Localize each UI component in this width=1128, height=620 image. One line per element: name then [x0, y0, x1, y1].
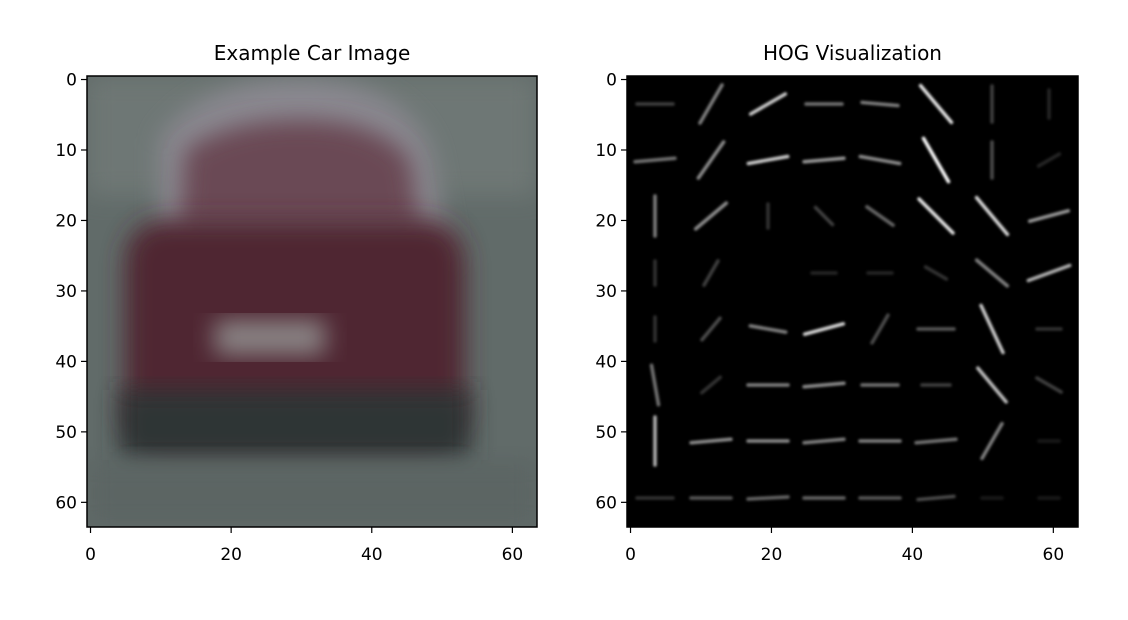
y-tick-label: 30 [55, 282, 77, 302]
y-tick-label: 0 [66, 71, 77, 91]
hog-cells [633, 83, 1072, 502]
axes-title: Example Car Image [214, 41, 411, 65]
y-tick-label: 30 [595, 282, 617, 302]
y-tick-label: 10 [595, 141, 617, 161]
hog-image [627, 76, 1078, 527]
y-tick-label: 60 [55, 493, 77, 513]
axes-frame [626, 75, 1079, 528]
x-tick-label: 60 [1043, 545, 1065, 565]
y-tick-label: 40 [595, 352, 617, 372]
y-tick-label: 50 [55, 423, 77, 443]
x-tick-label: 40 [361, 545, 383, 565]
x-tick-label: 0 [625, 545, 636, 565]
x-tick-label: 60 [502, 545, 524, 565]
x-tick-label: 0 [85, 545, 96, 565]
y-tick-label: 40 [55, 352, 77, 372]
y-tick-label: 50 [595, 423, 617, 443]
y-tick-label: 0 [606, 71, 617, 91]
y-tick-label: 10 [55, 141, 77, 161]
x-tick-label: 20 [220, 545, 242, 565]
axes-title: HOG Visualization [763, 41, 942, 65]
x-tick-label: 20 [761, 545, 783, 565]
x-tick-label: 40 [902, 545, 924, 565]
y-tick-label: 20 [595, 211, 617, 231]
y-tick-label: 20 [55, 211, 77, 231]
axes-frame [86, 75, 538, 528]
y-tick-label: 60 [595, 493, 617, 513]
car-image [87, 76, 537, 527]
